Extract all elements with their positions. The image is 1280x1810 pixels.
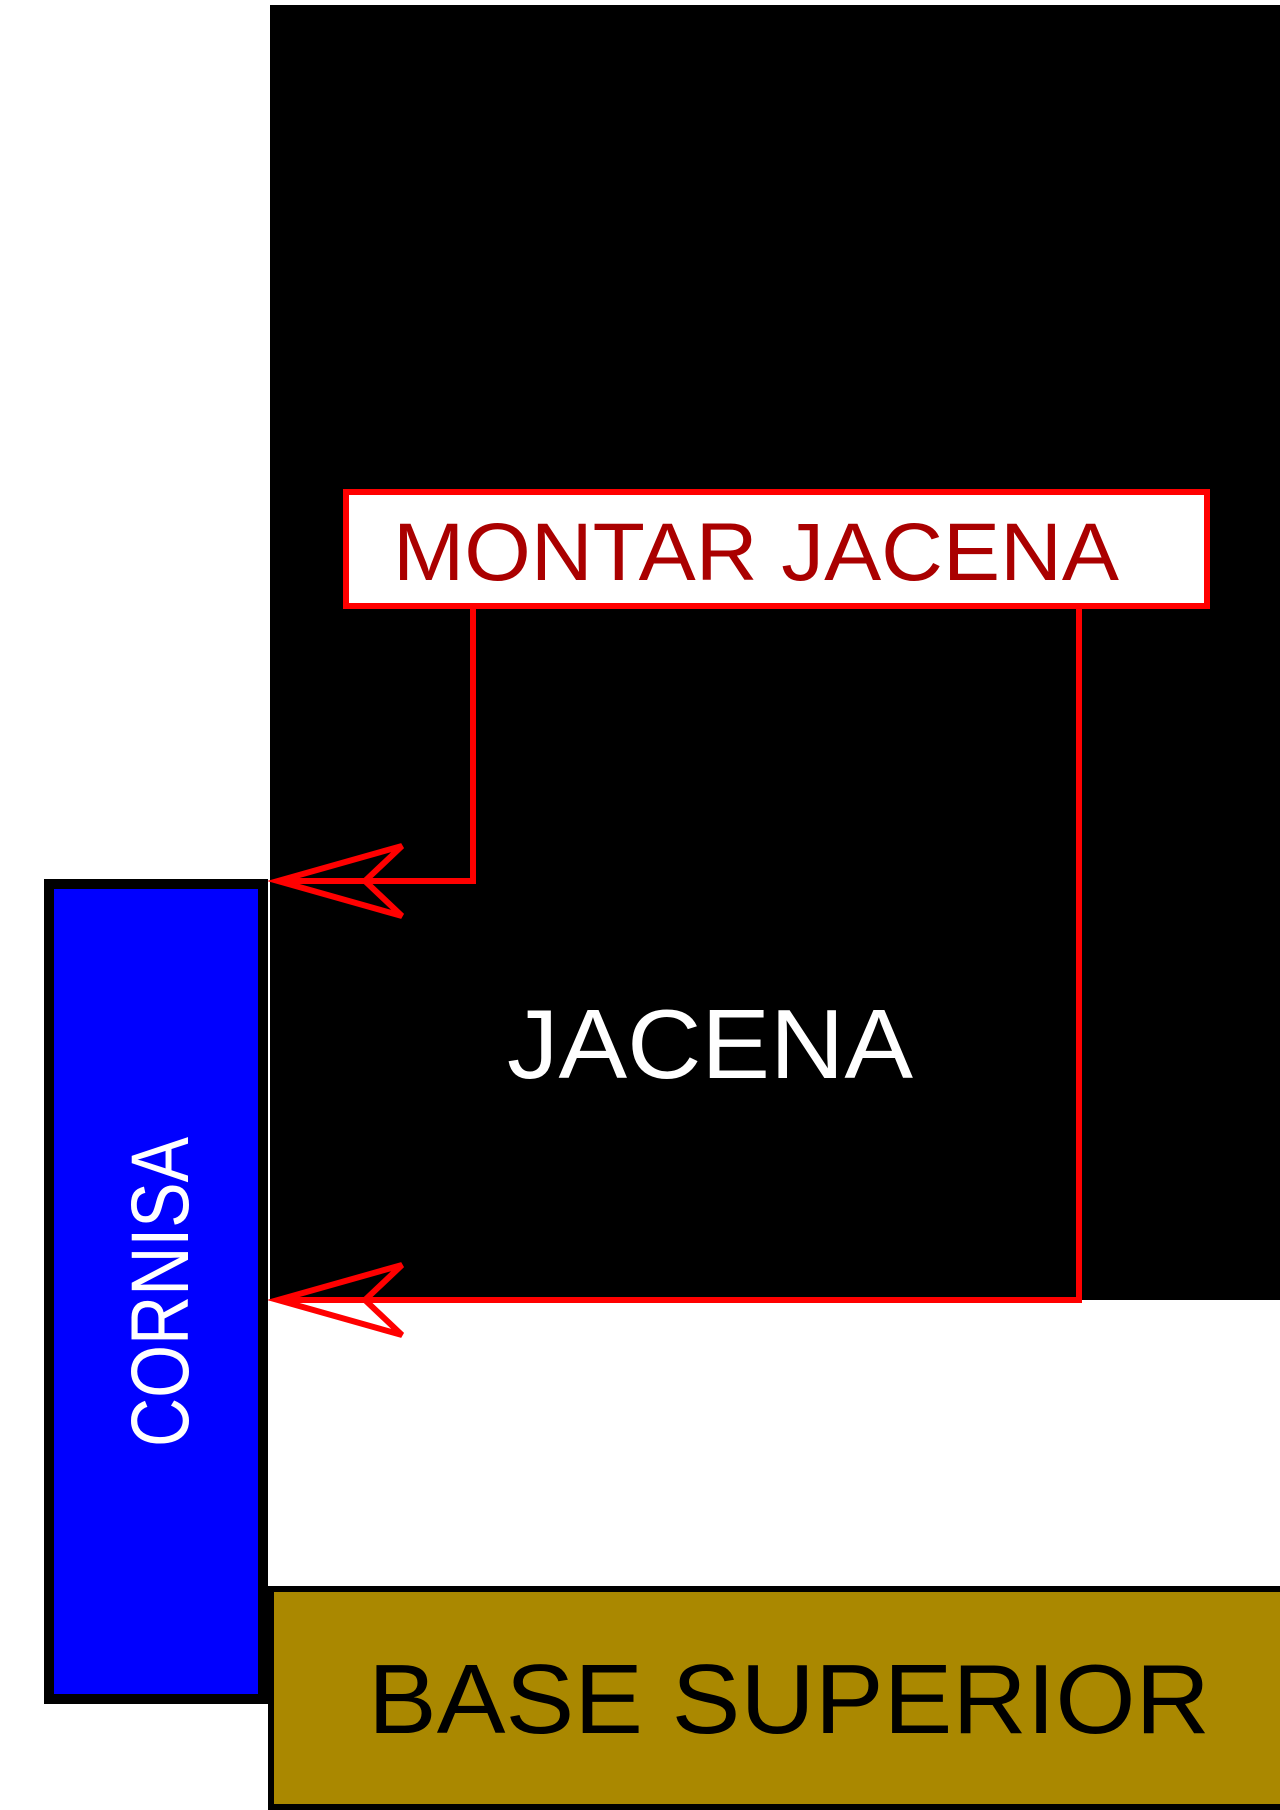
arrowhead-lower-icon (266, 1262, 405, 1338)
callout-connector-upper (278, 606, 476, 884)
cornisa-label: CORNISA (115, 1137, 206, 1447)
montar-jacena-label: MONTAR JACENA (393, 507, 1119, 598)
cornisa-bar (44, 879, 268, 1704)
jacena-block (270, 5, 1280, 1300)
base-superior-bar (268, 1586, 1280, 1810)
jacena-label: JACENA (507, 989, 914, 1099)
callout-connector-lower (278, 606, 1082, 1303)
montar-jacena-callout (343, 489, 1210, 609)
arrowhead-upper-icon (266, 843, 405, 919)
base-superior-label: BASE SUPERIOR (368, 1644, 1210, 1754)
